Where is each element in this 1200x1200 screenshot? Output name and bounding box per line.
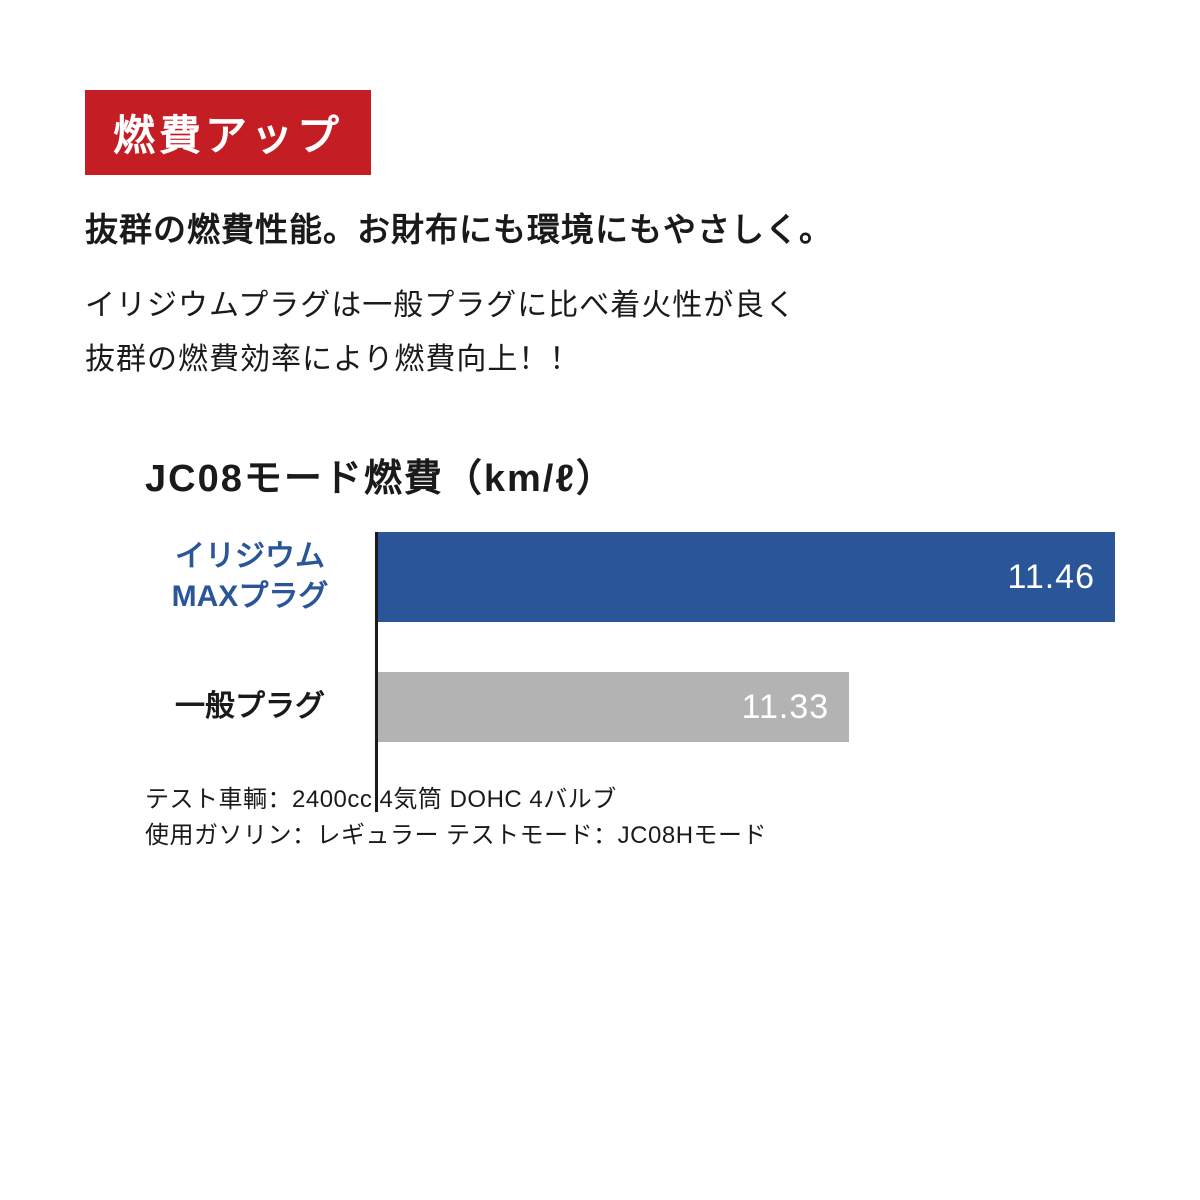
description-line-1: イリジウムプラグは一般プラグに比べ着火性が良く	[85, 279, 1115, 333]
headline: 抜群の燃費性能。お財布にも環境にもやさしく。	[85, 203, 1115, 251]
chart-footnote: テスト車輌：2400cc 4気筒 DOHC 4バルブ 使用ガソリン：レギュラー …	[145, 782, 1115, 854]
bar-label-iridium: イリジウム MAXプラグ	[145, 537, 355, 618]
description: イリジウムプラグは一般プラグに比べ着火性が良く 抜群の燃費効率により燃費向上！！	[85, 279, 1115, 387]
bar-iridium: 11.46	[378, 532, 1115, 622]
bar-label-standard: 一般プラグ	[145, 687, 355, 728]
bar-standard: 11.33	[378, 672, 849, 742]
bar-row-iridium: イリジウム MAXプラグ 11.46	[375, 532, 1115, 622]
bar-value-iridium: 11.46	[1007, 558, 1095, 597]
footnote-line-1: テスト車輌：2400cc 4気筒 DOHC 4バルブ	[145, 782, 1115, 818]
description-line-2: 抜群の燃費効率により燃費向上！！	[85, 333, 1115, 387]
chart-title: JC08モード燃費（km/ℓ）	[145, 447, 1115, 502]
chart-section: JC08モード燃費（km/ℓ） イリジウム MAXプラグ 11.46 一般プラグ…	[85, 447, 1115, 854]
bar-label-iridium-line2: MAXプラグ	[145, 577, 355, 618]
bar-label-iridium-line1: イリジウム	[145, 537, 355, 578]
category-badge: 燃費アップ	[85, 90, 371, 175]
chart-area: イリジウム MAXプラグ 11.46 一般プラグ 11.33	[145, 532, 1115, 742]
footnote-line-2: 使用ガソリン：レギュラー テストモード：JC08Hモード	[145, 818, 1115, 854]
bar-row-standard: 一般プラグ 11.33	[375, 672, 1115, 742]
bar-value-standard: 11.33	[742, 688, 830, 727]
